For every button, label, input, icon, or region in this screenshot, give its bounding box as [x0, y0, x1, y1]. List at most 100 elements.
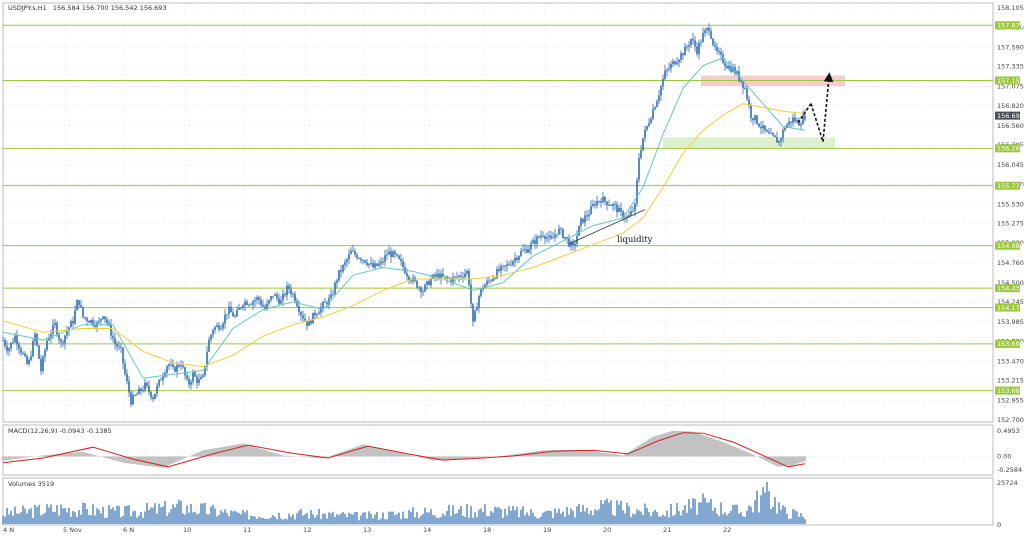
candle-body [250, 304, 252, 306]
candle-body [84, 317, 86, 319]
candle-body [194, 372, 196, 377]
candle-body [284, 293, 286, 296]
candle-body [326, 302, 328, 305]
macd-histogram [2, 430, 806, 468]
candle-body [726, 65, 728, 69]
macd-tick-label: 0.00 [997, 452, 1011, 460]
candle-body [376, 263, 378, 266]
candle-body [764, 125, 766, 131]
candle-body [582, 218, 584, 223]
candle-body [338, 270, 340, 281]
candle-body [82, 306, 84, 318]
candle-body [480, 289, 482, 296]
candle-body [614, 204, 616, 205]
candle-body [496, 268, 498, 279]
candle-body [782, 130, 784, 139]
time-tick-label: 11 [243, 526, 251, 534]
candle-body [610, 205, 612, 207]
candle-body [644, 129, 646, 139]
candle-body [158, 379, 160, 386]
candle-body [772, 133, 774, 136]
price-tick-label: 153.985 [997, 318, 1024, 326]
candle-body [378, 263, 380, 266]
candle-body [170, 364, 172, 366]
candle-body [48, 338, 50, 341]
candle-body [406, 273, 408, 277]
price-tick-label: 157.075 [997, 83, 1024, 91]
time-tick-label: 22 [723, 526, 731, 534]
candle-body [302, 315, 304, 319]
candle-body [510, 264, 512, 266]
candle-body [144, 382, 146, 390]
volume-bars [2, 482, 806, 524]
candle-body [62, 341, 64, 344]
candle-body [332, 293, 334, 295]
candle-body [568, 238, 570, 247]
candle-body [560, 228, 562, 230]
candle-body [684, 47, 686, 56]
candle-body [268, 300, 270, 304]
candle-body [642, 138, 644, 151]
candle-body [692, 38, 694, 41]
candle-body [10, 342, 12, 349]
price-panel-frame [2, 2, 994, 423]
candle-body [486, 280, 488, 285]
candle-body [186, 375, 188, 379]
candle-body [802, 115, 804, 125]
level-tag [995, 386, 1020, 395]
level-tag-label: 155.774 [997, 182, 1024, 190]
candle-body [174, 367, 176, 372]
price-tick-label: 154.760 [997, 259, 1024, 267]
liquidity-label: liquidity [617, 235, 653, 245]
candle-body [798, 119, 800, 126]
candle-body [676, 62, 678, 65]
candle-body [56, 322, 58, 335]
candle-body [356, 254, 358, 259]
candle-body [656, 101, 658, 108]
candle-body [68, 327, 70, 332]
candle-body [696, 46, 698, 54]
candle-body [634, 203, 636, 211]
candle-body [710, 31, 712, 39]
time-tick-label: 4 N [3, 526, 14, 534]
candle-body [688, 45, 690, 47]
candle-body [138, 388, 140, 395]
candle-body [746, 88, 748, 100]
candle-body [298, 306, 300, 312]
candle-body [200, 376, 202, 380]
candle-body [704, 30, 706, 33]
candle-body [466, 270, 468, 274]
candle-body [40, 358, 42, 372]
candle-body [450, 278, 452, 282]
candle-body [292, 294, 294, 295]
candle-body [354, 251, 356, 255]
candle-body [564, 236, 566, 239]
ma-slow-line [2, 103, 806, 368]
candle-body [316, 314, 318, 316]
candle-body [520, 251, 522, 257]
candle-body [652, 109, 654, 119]
candle-body [436, 273, 438, 277]
candle-body [766, 130, 768, 132]
price-tick-label: 156.560 [997, 122, 1024, 130]
macd-tick-label: 0.4953 [997, 427, 1020, 435]
candle-body [324, 302, 326, 304]
candle-body [742, 81, 744, 89]
candle-body [226, 314, 228, 315]
candle-body [576, 235, 578, 244]
candle-body [30, 356, 32, 360]
candle-body [134, 395, 136, 396]
candle-body [358, 258, 360, 260]
candle-body [522, 250, 524, 252]
candle-body [678, 59, 680, 63]
time-tick-label: 21 [663, 526, 671, 534]
candle-body [340, 270, 342, 272]
candle-body [402, 261, 404, 268]
candle-body [286, 285, 288, 296]
candle-body [2, 339, 4, 341]
candle-body [52, 324, 54, 335]
candle-body [654, 107, 656, 110]
candle-body [208, 339, 210, 352]
candle-body [252, 301, 254, 305]
candle-body [536, 236, 538, 244]
